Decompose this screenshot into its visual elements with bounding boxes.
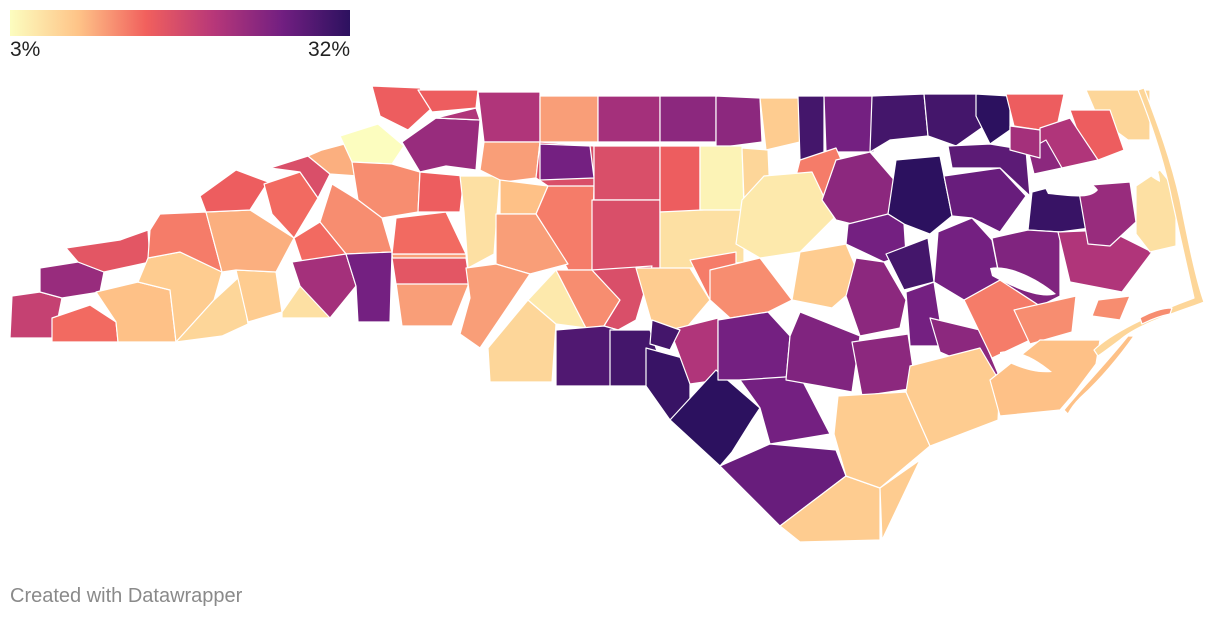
county-mitchell[interactable] xyxy=(269,155,331,199)
county-madison[interactable] xyxy=(199,169,269,213)
county-dare[interactable] xyxy=(1135,169,1177,253)
county-onslow[interactable] xyxy=(905,347,1001,447)
outer-banks xyxy=(1063,87,1205,415)
county-vance[interactable] xyxy=(797,95,825,161)
county-granville[interactable] xyxy=(759,97,801,151)
county-yancey[interactable] xyxy=(263,171,319,239)
county-pamlico[interactable] xyxy=(1139,307,1173,325)
county-guilford[interactable] xyxy=(593,145,661,201)
county-wake[interactable] xyxy=(735,171,835,259)
county-chowan[interactable] xyxy=(1009,125,1041,159)
legend: 3% 32% xyxy=(10,10,350,66)
counties-layer xyxy=(9,85,1177,543)
county-cumberland[interactable] xyxy=(717,311,791,381)
county-tyrrell[interactable] xyxy=(1077,181,1137,247)
legend-gradient-bar xyxy=(10,10,350,36)
county-surry[interactable] xyxy=(477,91,541,143)
county-pamlico[interactable] xyxy=(1013,295,1077,345)
county-new-hanover[interactable] xyxy=(879,459,921,541)
county-caswell-west[interactable] xyxy=(539,143,595,181)
county-bertie[interactable] xyxy=(947,143,1031,197)
legend-max-label: 32% xyxy=(307,38,350,61)
county-rutherford[interactable] xyxy=(291,253,357,319)
water-bodies xyxy=(990,140,1160,373)
county-alamance[interactable] xyxy=(659,145,701,213)
county-northampton[interactable] xyxy=(923,93,991,147)
county-yadkin[interactable] xyxy=(479,141,541,183)
county-lincoln[interactable] xyxy=(391,257,471,285)
county-catawba[interactable] xyxy=(391,211,467,255)
county-hertford[interactable] xyxy=(975,93,1011,145)
county-sampson[interactable] xyxy=(785,311,861,393)
legend-bar-spacer xyxy=(10,10,350,36)
county-watauga[interactable] xyxy=(339,123,405,165)
county-alexander[interactable] xyxy=(417,171,465,213)
county-wayne[interactable] xyxy=(845,257,907,337)
county-cleveland[interactable] xyxy=(345,251,393,323)
county-person[interactable] xyxy=(715,95,763,149)
county-caswell[interactable] xyxy=(659,95,717,143)
county-stokes[interactable] xyxy=(539,95,599,143)
county-bladen-west[interactable] xyxy=(649,319,681,351)
county-carteret[interactable] xyxy=(1063,335,1135,415)
county-ashe[interactable] xyxy=(371,85,433,131)
county-rowan[interactable] xyxy=(495,213,569,275)
legend-min-label: 3% xyxy=(10,38,41,61)
county-transylvania[interactable] xyxy=(175,275,249,343)
datawrapper-credit: Created with Datawrapper xyxy=(10,585,243,607)
legend-labels: 3% 32% xyxy=(10,36,350,66)
county-currituck[interactable] xyxy=(1093,87,1205,357)
county-randolph[interactable] xyxy=(591,199,661,271)
county-rockingham[interactable] xyxy=(597,95,661,143)
county-cabarrus[interactable] xyxy=(459,263,531,349)
county-sampson-east[interactable] xyxy=(1091,295,1131,321)
county-wilkes-north[interactable] xyxy=(435,107,481,121)
county-columbus[interactable] xyxy=(719,443,847,527)
county-warren[interactable] xyxy=(823,95,879,153)
county-wilkes[interactable] xyxy=(401,117,481,173)
county-anson[interactable] xyxy=(555,325,619,387)
county-halifax[interactable] xyxy=(869,93,929,153)
county-orange[interactable] xyxy=(699,145,745,211)
county-brunswick[interactable] xyxy=(779,475,881,543)
county-harnett[interactable] xyxy=(709,257,793,319)
county-mecklenburg[interactable] xyxy=(487,299,557,383)
